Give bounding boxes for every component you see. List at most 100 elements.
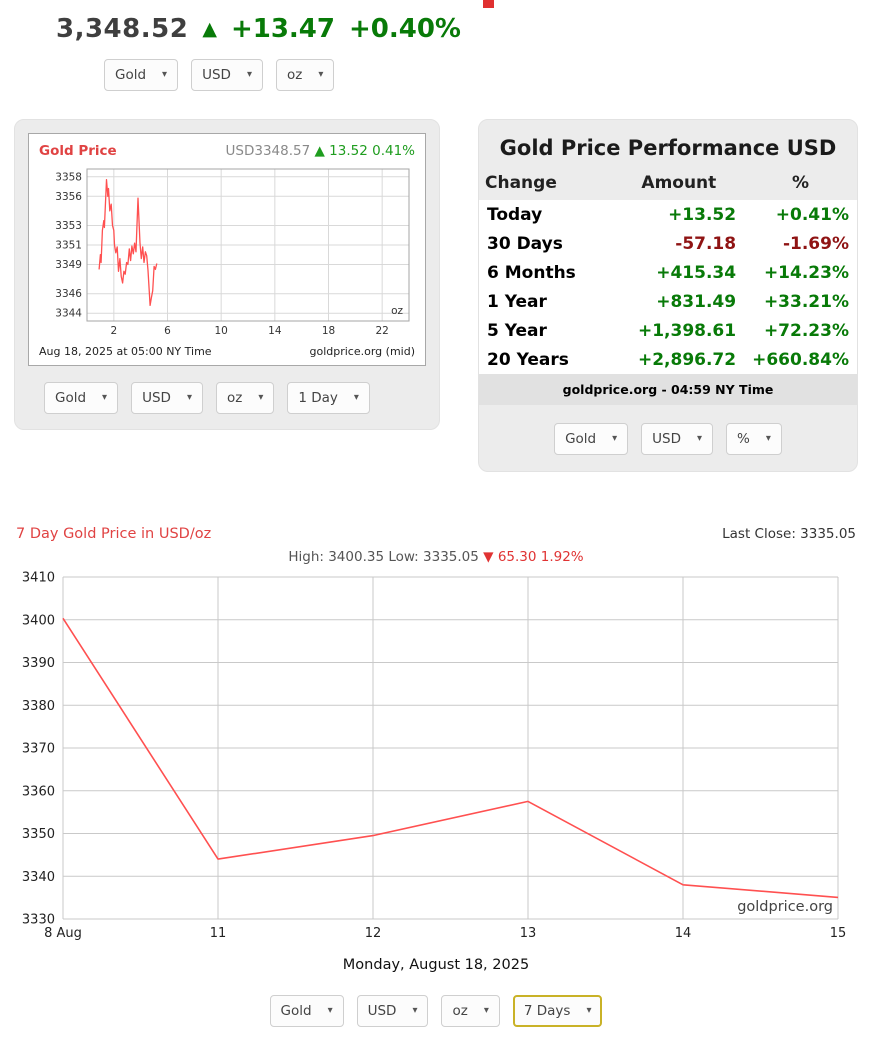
quote-price: USD3348.57 (225, 143, 311, 159)
x-tick-label: 6 (164, 325, 171, 337)
period-label: 20 Years (479, 345, 614, 374)
high-low-label: High: 3400.35 Low: 3335.05 (288, 549, 479, 565)
selected-value: Gold (115, 67, 147, 83)
chevron-down-icon: ▾ (318, 69, 324, 80)
chart-source: goldprice.org (mid) (309, 345, 416, 358)
change-percent: +72.23% (744, 316, 857, 345)
selected-value: USD (202, 67, 231, 83)
selected-value: USD (652, 431, 682, 447)
change-percent: +0.41% (744, 200, 857, 229)
change-amount: +415.34 (613, 258, 745, 287)
y-tick-label: 3356 (55, 191, 82, 203)
selected-value: USD (142, 390, 171, 406)
y-tick-label: 3390 (22, 656, 55, 671)
x-tick-label: 10 (214, 325, 227, 337)
mini-chart-card: Gold Price USD3348.57 ▲ 13.52 0.41% 3344… (28, 133, 426, 366)
performance-footer: goldprice.org - 04:59 NY Time (479, 374, 857, 405)
period-label: 1 Year (479, 287, 614, 316)
selected-value: Gold (55, 390, 87, 406)
seven-day-chart-section: 7 Day Gold Price in USD/oz Last Close: 3… (0, 526, 872, 1045)
display-select[interactable]: % ▾ (726, 423, 782, 455)
change-percent: +33.21% (744, 287, 857, 316)
period-label: Today (479, 200, 614, 229)
selected-value: Gold (565, 431, 597, 447)
price-change: +13.47 (230, 14, 335, 44)
quote-change: ▲ 13.52 0.41% (314, 143, 416, 159)
performance-row: 5 Year +1,398.61 +72.23% (479, 316, 857, 345)
selected-value: oz (452, 1003, 468, 1019)
price-ticker: 3,348.52 ▲ +13.47 +0.40% (56, 14, 872, 44)
chevron-down-icon: ▾ (102, 392, 108, 403)
selected-value: oz (226, 390, 243, 406)
chevron-down-icon: ▾ (258, 392, 264, 403)
change-percent: +660.84% (744, 345, 857, 374)
y-tick-label: 3349 (55, 259, 82, 271)
performance-title: Gold Price Performance USD (499, 136, 837, 160)
chevron-down-icon: ▾ (612, 433, 618, 444)
unit-select[interactable]: oz ▾ (441, 995, 500, 1027)
period-label: 5 Year (479, 316, 614, 345)
change-amount: +831.49 (613, 287, 745, 316)
performance-row: 6 Months +415.34 +14.23% (479, 258, 857, 287)
performance-row: 30 Days -57.18 -1.69% (479, 229, 857, 258)
performance-row: Today +13.52 +0.41% (479, 200, 857, 229)
y-tick-label: 3344 (55, 308, 82, 320)
y-tick-label: 3380 (22, 699, 55, 714)
spot-price: 3,348.52 (56, 14, 189, 44)
metal-select[interactable]: Gold ▾ (44, 382, 119, 414)
chart-timestamp: Aug 18, 2025 at 05:00 NY Time (39, 345, 212, 358)
seven-day-chart-svg: 3330 3340 3350 3360 3370 3380 3390 3400 3410 8 Au… (22, 571, 846, 942)
chevron-down-icon: ▾ (186, 392, 192, 403)
intraday-chart: 3344 3346 3349 3351 3353 3356 3358 2 6 10 14 18 22 oz (37, 163, 417, 341)
mini-chart-footer: Aug 18, 2025 at 05:00 NY Time goldprice.… (37, 341, 417, 361)
header-selectors: Gold ▾ USD ▾ oz ▾ (104, 59, 872, 91)
change-percent: +14.23% (744, 258, 857, 287)
mini-chart-panel: Gold Price USD3348.57 ▲ 13.52 0.41% 3344… (14, 119, 440, 430)
plot-border (86, 168, 410, 322)
last-close-label: Last Close: 3335.05 (722, 526, 856, 542)
selected-value: % (737, 431, 750, 447)
unit-select[interactable]: oz ▾ (275, 59, 335, 91)
price-line (98, 179, 158, 307)
change-percent: -1.69% (744, 229, 857, 258)
x-tick-label: 18 (322, 325, 335, 337)
x-tick-label: 22 (375, 325, 388, 337)
period-label: 30 Days (479, 229, 614, 258)
mini-chart-quote: USD3348.57 ▲ 13.52 0.41% (226, 143, 415, 159)
chevron-down-icon: ▾ (483, 1005, 489, 1016)
period-select[interactable]: 1 Day ▾ (287, 382, 370, 414)
currency-select[interactable]: USD ▾ (131, 382, 203, 414)
y-tick-label: 3360 (22, 784, 55, 799)
currency-select[interactable]: USD ▾ (356, 995, 429, 1027)
high-low-line: High: 3400.35 Low: 3335.05 ▼ 65.30 1.92% (0, 549, 872, 565)
y-tick-label: 3370 (22, 742, 55, 757)
x-tick-label: 14 (268, 325, 282, 337)
price-change-percent: +0.40% (348, 14, 461, 44)
unit-label: oz (391, 305, 403, 317)
period-select[interactable]: 7 Days ▾ (512, 995, 603, 1027)
y-tick-label: 3353 (55, 220, 82, 232)
change-amount: +2,896.72 (613, 345, 745, 374)
currency-select[interactable]: USD ▾ (641, 423, 714, 455)
selected-value: Gold (280, 1003, 312, 1019)
header: 3,348.52 ▲ +13.47 +0.40% Gold ▾ USD ▾ oz ▾ (0, 0, 872, 91)
selected-value: oz (286, 67, 303, 83)
chevron-down-icon: ▾ (586, 1005, 592, 1016)
chevron-down-icon: ▾ (162, 69, 168, 80)
seven-day-chart-selectors: Gold ▾ USD ▾ oz ▾ 7 Days ▾ (0, 995, 872, 1045)
seven-day-chart-title: 7 Day Gold Price in USD/oz (16, 526, 212, 542)
chevron-down-icon: ▾ (246, 69, 252, 80)
metal-select[interactable]: Gold ▾ (104, 59, 179, 91)
y-tick-label: 3346 (55, 288, 82, 300)
y-tick-label: 3400 (22, 613, 55, 628)
metal-select[interactable]: Gold ▾ (554, 423, 629, 455)
unit-select[interactable]: oz ▾ (215, 382, 275, 414)
chevron-down-icon: ▾ (353, 392, 359, 403)
period-label: 6 Months (479, 258, 614, 287)
selected-value: USD (367, 1003, 397, 1019)
metal-select[interactable]: Gold ▾ (269, 995, 344, 1027)
y-tick-label: 3358 (55, 171, 82, 183)
x-tick-label: 2 (110, 325, 117, 337)
currency-select[interactable]: USD ▾ (191, 59, 263, 91)
